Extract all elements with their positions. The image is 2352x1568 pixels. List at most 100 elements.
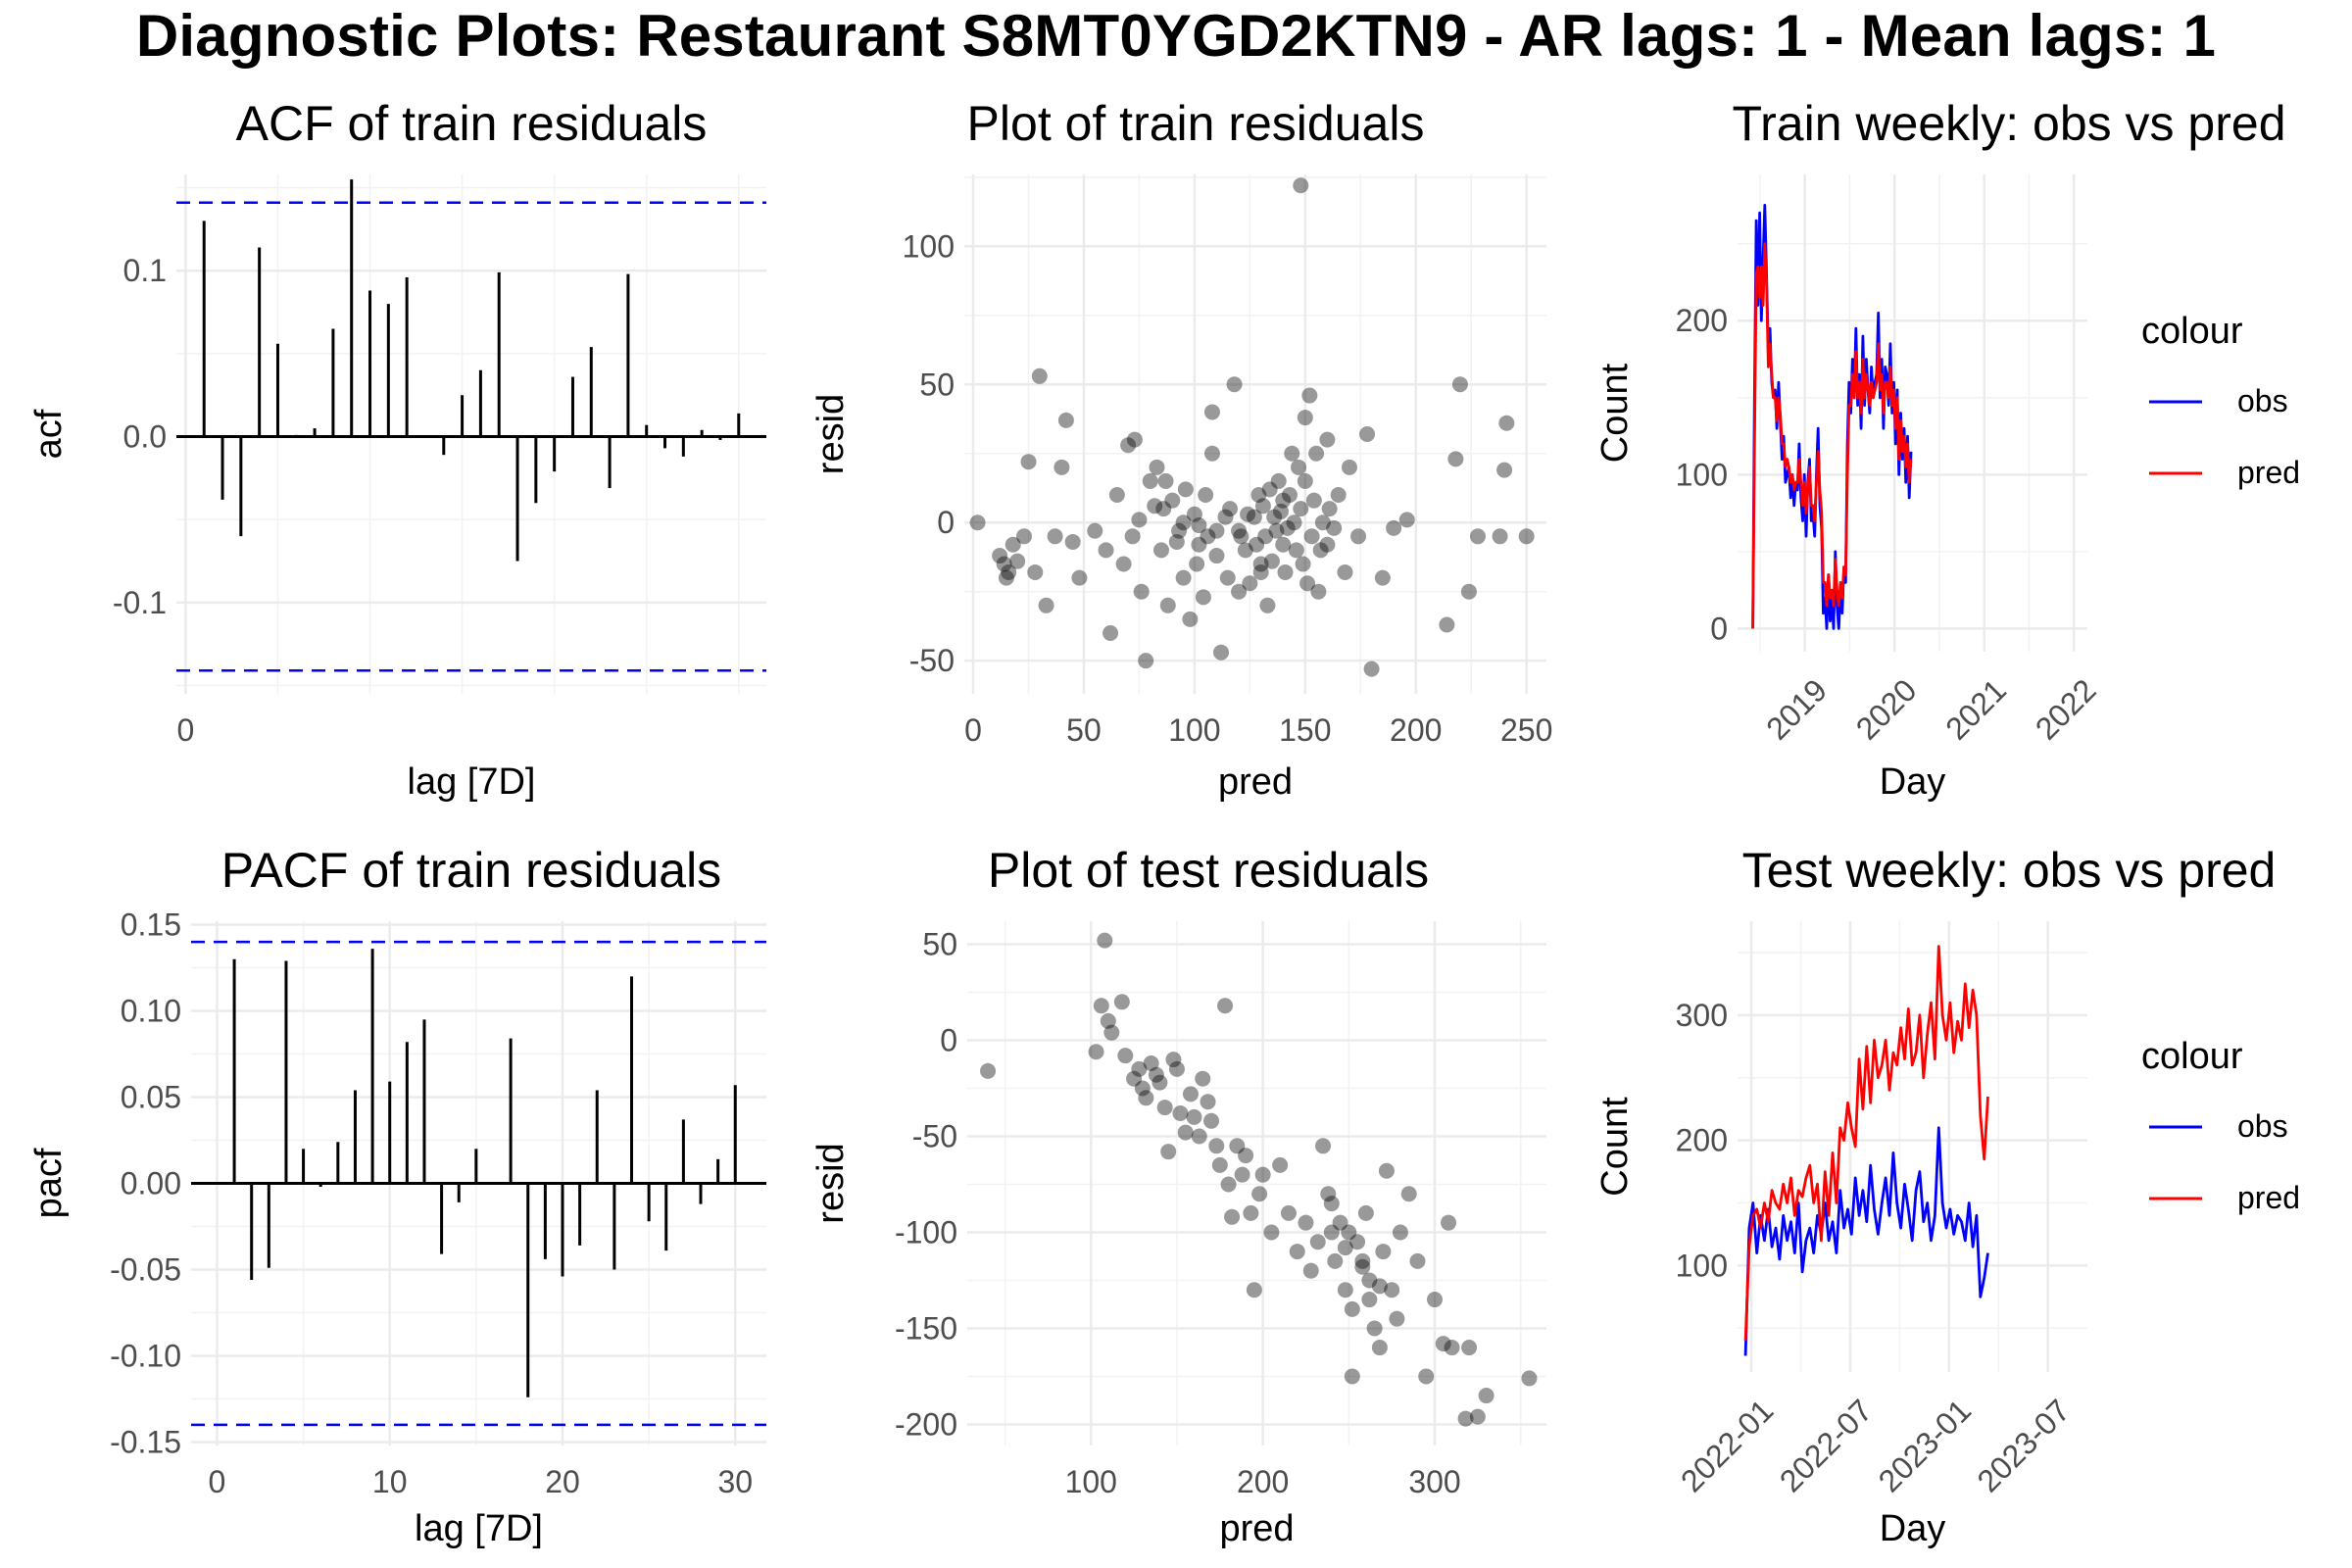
scatter-point bbox=[1366, 1320, 1383, 1337]
y-tick-label: 200 bbox=[1676, 303, 1728, 338]
scatter-point bbox=[1234, 1166, 1250, 1183]
scatter-point bbox=[1270, 472, 1287, 489]
scatter-point bbox=[1249, 536, 1265, 553]
scatter-point bbox=[1361, 1292, 1378, 1308]
scatter-point bbox=[1148, 1066, 1164, 1083]
scatter-point bbox=[1330, 487, 1347, 504]
x-axis-label: Day bbox=[1880, 1508, 1946, 1549]
scatter-point bbox=[1303, 528, 1320, 545]
scatter-point bbox=[1441, 1214, 1457, 1231]
y-tick-label: 0.10 bbox=[121, 994, 181, 1029]
scatter-point bbox=[1257, 528, 1274, 545]
scatter-point bbox=[1224, 1208, 1241, 1225]
x-axis-label: Day bbox=[1880, 761, 1946, 803]
legend: colour obs pred bbox=[2141, 1036, 2300, 1215]
scatter-point bbox=[1320, 1186, 1337, 1202]
scatter-point bbox=[1496, 462, 1513, 478]
scatter-point bbox=[1435, 1336, 1451, 1352]
y-tick-label: 0 bbox=[1710, 611, 1728, 646]
scatter-point bbox=[1208, 1138, 1225, 1154]
scatter-point bbox=[1344, 1368, 1360, 1385]
x-tick-label: 2021 bbox=[1938, 672, 2013, 747]
scatter-point bbox=[1200, 528, 1216, 545]
y-tick-label: 100 bbox=[1676, 1248, 1728, 1283]
scatter-point bbox=[1363, 661, 1380, 677]
grid bbox=[967, 921, 1546, 1446]
scatter-point bbox=[1031, 368, 1048, 384]
scatter-point bbox=[1149, 459, 1165, 475]
scatter-point bbox=[1120, 437, 1137, 454]
scatter-point bbox=[1349, 1234, 1366, 1250]
scatter-point bbox=[1378, 1162, 1395, 1179]
scatter-point bbox=[1326, 519, 1343, 536]
scatter-point bbox=[1319, 431, 1336, 448]
x-axis-label: lag [7D] bbox=[415, 1508, 543, 1549]
scatter-point bbox=[1389, 1310, 1405, 1327]
x-tick-label: 0 bbox=[964, 712, 982, 748]
scatter-point bbox=[1297, 410, 1313, 426]
grid bbox=[1738, 921, 2087, 1372]
scatter-point bbox=[1103, 1024, 1120, 1041]
scatter-point bbox=[1168, 533, 1185, 550]
scatter-point bbox=[1308, 445, 1325, 462]
scatter-point bbox=[1250, 487, 1267, 504]
scatter-point bbox=[1309, 1234, 1326, 1250]
scatter-point bbox=[1337, 1240, 1353, 1256]
scatter-point bbox=[1100, 1012, 1116, 1029]
scatter-point bbox=[1191, 1128, 1207, 1145]
grid bbox=[176, 174, 766, 694]
scatter-point bbox=[1460, 583, 1477, 600]
y-tick-label: 0.0 bbox=[123, 419, 167, 455]
y-tick-label: 0 bbox=[937, 505, 955, 540]
x-tick-label: 300 bbox=[1408, 1464, 1460, 1499]
scatter-point bbox=[980, 1062, 997, 1079]
figure-title: Diagnostic Plots: Restaurant S8MT0YGD2KT… bbox=[135, 3, 2217, 69]
scatter-point bbox=[1134, 1080, 1151, 1097]
scatter-point bbox=[1172, 1104, 1189, 1121]
scatter-point bbox=[1177, 481, 1194, 498]
scatter-point bbox=[1020, 454, 1037, 470]
scatter-point bbox=[1354, 1258, 1371, 1275]
series-line-obs bbox=[1743, 1126, 1989, 1356]
scatter-point bbox=[1198, 487, 1214, 504]
legend-label: obs bbox=[2237, 383, 2288, 418]
y-axis-label: resid bbox=[810, 1143, 852, 1223]
y-tick-label: 200 bbox=[1676, 1123, 1728, 1158]
scatter-point bbox=[1203, 445, 1220, 462]
panel-title: Plot of train residuals bbox=[967, 96, 1425, 151]
y-axis-label: acf bbox=[28, 409, 70, 459]
scatter-point bbox=[1186, 506, 1202, 522]
scatter-point bbox=[1047, 528, 1063, 545]
scatter-point bbox=[1237, 542, 1253, 559]
y-tick-label: -0.10 bbox=[110, 1338, 181, 1373]
scatter-point bbox=[1219, 569, 1236, 586]
panel-acf: ACF of train residuals lag [7D] acf 0 -0.1 0.… bbox=[28, 96, 766, 803]
scatter-point bbox=[1498, 415, 1515, 431]
scatter-point bbox=[1191, 517, 1207, 534]
scatter-point bbox=[1182, 611, 1199, 627]
x-tick-label: 0 bbox=[209, 1464, 226, 1499]
y-axis-label: Count bbox=[1594, 363, 1636, 463]
y-tick-label: 0 bbox=[940, 1023, 957, 1058]
scatter-point bbox=[1246, 1282, 1262, 1298]
scatter-point bbox=[1102, 624, 1119, 641]
scatter-point bbox=[1186, 1108, 1202, 1125]
scatter-point bbox=[1159, 597, 1176, 613]
scatter-point bbox=[1252, 556, 1269, 572]
scatter-point bbox=[1251, 1186, 1268, 1202]
legend-label: obs bbox=[2237, 1108, 2288, 1144]
scatter-point bbox=[1344, 1300, 1360, 1317]
scatter-point bbox=[1238, 1148, 1254, 1164]
scatter-point bbox=[1518, 528, 1535, 545]
scatter-point bbox=[1087, 522, 1103, 539]
scatter-point bbox=[1131, 512, 1148, 528]
scatter-point bbox=[1138, 653, 1154, 669]
scatter-point bbox=[1211, 1156, 1228, 1173]
scatter-point bbox=[1004, 536, 1021, 553]
scatter-point bbox=[1386, 519, 1402, 536]
scatter-point bbox=[1295, 556, 1311, 572]
x-tick-label: 250 bbox=[1500, 712, 1552, 748]
scatter-point bbox=[1155, 501, 1172, 517]
legend-title: colour bbox=[2141, 311, 2243, 352]
y-tick-label: -0.1 bbox=[113, 585, 167, 620]
